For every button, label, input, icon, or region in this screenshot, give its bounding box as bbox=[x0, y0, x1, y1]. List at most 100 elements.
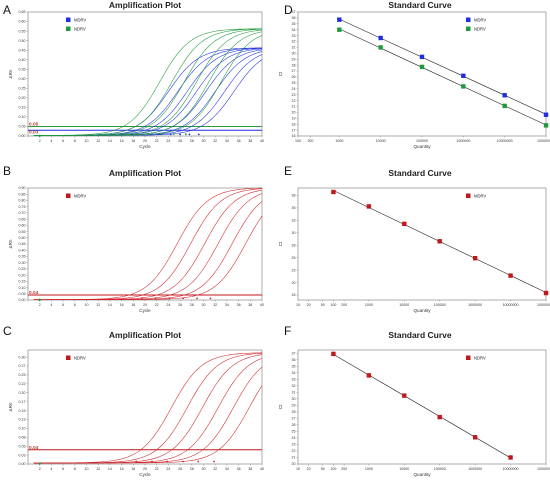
y-tick-label: 21 bbox=[292, 105, 296, 109]
x-tick-label: 26 bbox=[178, 467, 182, 471]
y-tick-label: 0.15 bbox=[19, 280, 26, 284]
y-tick-label: 34 bbox=[292, 371, 296, 375]
fit-line bbox=[339, 18, 547, 115]
chart-title: Amplification Plot bbox=[109, 330, 181, 340]
x-axis-label: Cycle bbox=[139, 308, 151, 313]
y-tick-label: 0.05 bbox=[19, 292, 26, 296]
baseline-marker bbox=[38, 134, 41, 138]
y-tick-label: 28 bbox=[292, 410, 296, 414]
x-tick-label: 1000000 bbox=[468, 467, 482, 471]
chart-title: Amplification Plot bbox=[109, 0, 181, 10]
x-axis-label: Cycle bbox=[139, 144, 151, 149]
x-tick-label: 6 bbox=[62, 139, 64, 143]
x-tick-label: 32 bbox=[213, 303, 217, 307]
chart-a: Amplification Plot0.000.050.100.150.200.… bbox=[8, 0, 264, 149]
legend-label: MDRV bbox=[74, 18, 86, 23]
x-tick-label: 24 bbox=[166, 139, 170, 143]
y-tick-label: 31 bbox=[292, 391, 296, 395]
x-tick-label: 100000 bbox=[434, 303, 446, 307]
y-tick-label: 0.40 bbox=[19, 248, 26, 252]
legend-swatch bbox=[66, 193, 71, 198]
y-tick-label: 18 bbox=[292, 122, 296, 126]
y-tick-label: 33 bbox=[292, 34, 296, 38]
legend-swatch bbox=[466, 26, 471, 31]
x-tick-label: 30 bbox=[202, 139, 206, 143]
plot-frame bbox=[297, 11, 547, 137]
legend-label: NDRV bbox=[74, 356, 86, 361]
y-tick-label: 0.10 bbox=[19, 427, 26, 431]
y-tick-label: 0.35 bbox=[19, 67, 26, 71]
x-tick-label: 24 bbox=[166, 467, 170, 471]
baseline-marker bbox=[38, 298, 41, 302]
y-tick-label: 0.25 bbox=[19, 267, 26, 271]
data-point bbox=[419, 54, 425, 60]
x-tick-label: 18 bbox=[131, 303, 135, 307]
x-tick-label: 100000 bbox=[416, 139, 428, 143]
curve-marker bbox=[197, 460, 200, 463]
y-tick-label: 0.13 bbox=[19, 418, 26, 422]
x-tick-label: 2 bbox=[39, 467, 41, 471]
y-tick-label: 0.85 bbox=[19, 192, 26, 196]
x-axis-label: Quantity bbox=[413, 144, 431, 149]
x-tick-label: 40 bbox=[260, 467, 264, 471]
curve-marker bbox=[188, 133, 191, 136]
chart-title: Standard Curve bbox=[388, 0, 452, 10]
x-tick-label: 40 bbox=[260, 139, 264, 143]
y-axis-label: Ct bbox=[278, 71, 283, 76]
data-point bbox=[419, 64, 425, 70]
x-axis-label: Cycle bbox=[139, 472, 151, 477]
x-tick-label: 200 bbox=[341, 303, 347, 307]
x-tick-label: 26 bbox=[178, 139, 182, 143]
x-tick-label: 20 bbox=[143, 303, 147, 307]
legend-label: NDRV bbox=[474, 27, 486, 32]
x-tick-label: 20 bbox=[307, 467, 311, 471]
x-tick-label: 100000000 bbox=[537, 467, 550, 471]
x-tick-label: 16 bbox=[120, 303, 124, 307]
y-tick-label: 35 bbox=[292, 22, 296, 26]
x-tick-label: 100000000 bbox=[537, 139, 550, 143]
x-tick-label: 20 bbox=[143, 139, 147, 143]
x-tick-label: 26 bbox=[178, 303, 182, 307]
x-tick-label: 14 bbox=[108, 139, 112, 143]
x-axis-label: Quantity bbox=[413, 472, 431, 477]
y-tick-label: 0.50 bbox=[19, 39, 26, 43]
x-tick-label: 50 bbox=[321, 303, 325, 307]
curve-marker bbox=[179, 133, 182, 136]
x-tick-label: 10000000 bbox=[503, 467, 519, 471]
y-tick-label: 37 bbox=[292, 351, 296, 355]
plot-frame bbox=[297, 349, 547, 465]
x-tick-label: 40 bbox=[260, 303, 264, 307]
y-tick-label: 35 bbox=[292, 206, 296, 210]
y-tick-label: 0.05 bbox=[19, 125, 26, 129]
x-tick-label: 36 bbox=[237, 467, 241, 471]
x-tick-label: 1000000 bbox=[468, 303, 482, 307]
data-point bbox=[366, 204, 372, 209]
x-tick-label: 1000000 bbox=[456, 139, 470, 143]
x-tick-label: 1000 bbox=[365, 467, 373, 471]
y-tick-label: 36 bbox=[292, 358, 296, 362]
x-tick-label: 34 bbox=[225, 303, 229, 307]
curve-marker bbox=[185, 133, 187, 136]
y-tick-label: 22 bbox=[292, 99, 296, 103]
data-point bbox=[502, 103, 507, 109]
y-tick-label: 27 bbox=[292, 417, 296, 421]
plot-frame bbox=[297, 187, 547, 301]
curve-marker bbox=[213, 460, 215, 463]
x-tick-label: 50 bbox=[321, 467, 325, 471]
curve-marker bbox=[196, 297, 198, 300]
y-tick-label: 0.20 bbox=[19, 96, 26, 100]
y-tick-label: 0.45 bbox=[19, 242, 26, 246]
x-tick-label: 18 bbox=[131, 139, 135, 143]
panel-letter-f: F bbox=[284, 324, 291, 338]
y-tick-label: 0.55 bbox=[19, 29, 26, 33]
x-tick-label: 2 bbox=[39, 303, 41, 307]
data-point bbox=[402, 221, 407, 227]
y-tick-label: 29 bbox=[292, 57, 296, 61]
legend-swatch bbox=[466, 355, 471, 360]
x-tick-label: 100000 bbox=[434, 467, 446, 471]
x-tick-label: 36 bbox=[237, 303, 241, 307]
y-axis-label: Ct bbox=[278, 404, 283, 409]
curve-marker bbox=[160, 133, 163, 136]
chart-b: Amplification Plot 0.00 0.05 0.10 0.15 0.20 0.… bbox=[8, 168, 264, 313]
